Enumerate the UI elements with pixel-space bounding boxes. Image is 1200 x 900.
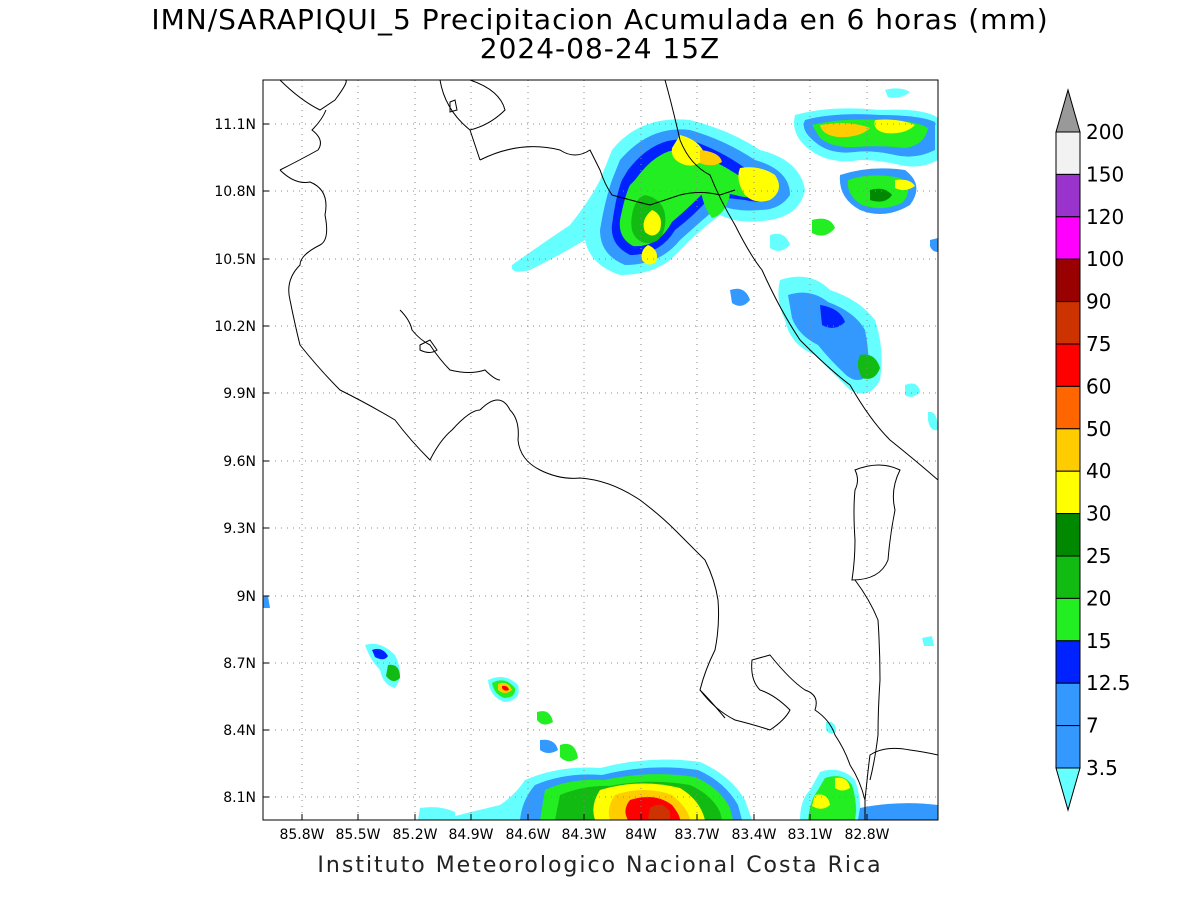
colorbar-level-label: 12.5 (1086, 671, 1131, 695)
precipitation-field (263, 88, 938, 820)
latitude-axis: 11.1N 10.8N 10.5N 10.2N 9.9N 9.6N 9.3N 9… (214, 117, 256, 806)
lon-tick-label: 83.4W (731, 827, 776, 843)
panama-coast (854, 579, 938, 801)
lat-tick-label: 8.7N (223, 656, 256, 672)
colorbar-swatch (1055, 258, 1081, 303)
precip-cell-northeast (770, 108, 938, 251)
lon-tick-label: 85.2W (392, 827, 437, 843)
colorbar-level-label: 15 (1086, 629, 1111, 653)
lat-tick-label: 8.4N (223, 723, 256, 739)
small-island (449, 99, 458, 113)
colorbar-level-label: 40 (1086, 459, 1111, 483)
colorbar-swatch (1055, 343, 1081, 387)
colorbar-top-arrow (1055, 88, 1081, 133)
colorbar-level-label: 20 (1086, 586, 1111, 610)
nicaragua-lake-shore (469, 80, 506, 131)
precip-cell-caribbean (730, 88, 938, 431)
lon-tick-label: 85.5W (335, 827, 380, 843)
colorbar-level-label: 120 (1086, 205, 1124, 229)
lat-tick-label: 10.2N (214, 319, 256, 335)
colorbar-level-label: 60 (1086, 374, 1111, 398)
lat-tick-label: 9.6N (223, 454, 256, 470)
pacific-coast-north (279, 109, 481, 461)
panama-border (851, 464, 901, 581)
lon-tick-label: 83.7W (674, 827, 719, 843)
colorbar-swatch (1055, 555, 1081, 599)
colorbar-level-label: 30 (1086, 502, 1111, 526)
colorbar-swatch (1055, 216, 1081, 260)
map-frame (262, 79, 939, 821)
lat-tick-label: 9N (237, 589, 256, 605)
lat-tick-label: 9.3N (223, 521, 256, 537)
lat-tick-label: 9.9N (223, 386, 256, 402)
caribbean-coast (664, 80, 938, 481)
colorbar-swatch (1055, 640, 1081, 684)
colorbar-level-label: 150 (1086, 162, 1124, 186)
lon-tick-label: 85.8W (279, 827, 324, 843)
colorbar-level-label: 100 (1086, 247, 1124, 271)
lat-tick-label: 8.1N (223, 790, 256, 806)
colorbar-legend: 200 150 120 100 90 75 60 50 40 30 25 20 15 12.5 7 3.5 (1055, 88, 1131, 812)
colorbar-level-label: 7 (1086, 714, 1099, 738)
map-tick-marks (263, 123, 868, 820)
colorbar-swatch (1055, 385, 1081, 430)
lat-tick-label: 10.8N (214, 184, 256, 200)
colorbar-level-label: 25 (1086, 544, 1111, 568)
lon-tick-label: 84.3W (561, 827, 606, 843)
colorbar-bottom-arrow (1055, 767, 1081, 812)
map-area: 11.1N 10.8N 10.5N 10.2N 9.9N 9.6N 9.3N 9… (214, 79, 939, 843)
lon-tick-label: 84.9W (448, 827, 493, 843)
colorbar-swatch (1055, 682, 1081, 727)
nicaragua-border (279, 80, 736, 206)
colorbar-swatch (1055, 470, 1081, 515)
colorbar-swatch (1055, 428, 1081, 472)
lat-tick-label: 10.5N (214, 252, 256, 268)
map-subtitle-datetime: 2024-08-24 15Z (479, 32, 721, 65)
colorbar-swatch (1055, 173, 1081, 218)
osa-peninsula (699, 689, 726, 719)
precip-cell-north-1 (511, 119, 805, 275)
colorbar-level-label: 90 (1086, 290, 1111, 314)
precip-cell-south (263, 596, 938, 820)
colorbar-swatch (1055, 513, 1081, 557)
colorbar-swatch (1055, 597, 1081, 642)
colorbar-swatch (1055, 301, 1081, 345)
colorbar-level-label: 75 (1086, 332, 1111, 356)
colorbar-level-label: 50 (1086, 417, 1111, 441)
colorbar-level-label: 3.5 (1086, 756, 1118, 780)
nicoya-gulf (399, 309, 501, 381)
longitude-axis: 85.8W 85.5W 85.2W 84.9W 84.6W 84.3W 84W … (279, 827, 889, 843)
map-title: IMN/SARAPIQUI_5 Precipitacion Acumulada … (151, 3, 1049, 36)
lon-tick-label: 83.1W (787, 827, 832, 843)
lon-tick-label: 84W (625, 827, 657, 843)
lon-tick-label: 82.8W (844, 827, 889, 843)
colorbar-level-label: 200 (1086, 120, 1124, 144)
lat-tick-label: 11.1N (214, 117, 256, 133)
colorbar-swatch (1055, 725, 1081, 769)
lon-tick-label: 84.6W (505, 827, 550, 843)
coastlines-and-borders (279, 80, 938, 820)
footer-credit: Instituto Meteorologico Nacional Costa R… (317, 853, 883, 878)
colorbar-swatch (1055, 131, 1081, 175)
